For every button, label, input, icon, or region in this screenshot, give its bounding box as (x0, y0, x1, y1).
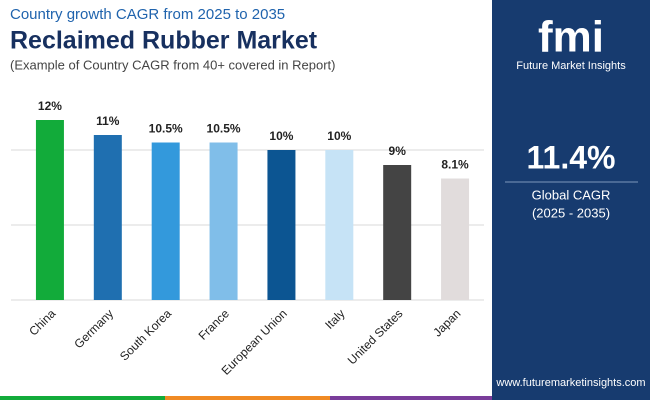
value-label: 10.5% (149, 122, 183, 136)
value-label: 10% (327, 129, 351, 143)
strip (492, 396, 650, 400)
stat-period: (2025 - 2035) (532, 205, 610, 220)
value-label: 11% (96, 114, 120, 128)
value-label: 8.1% (441, 158, 469, 172)
chart-title: Reclaimed Rubber Market (10, 27, 318, 55)
bar (325, 150, 354, 300)
value-label: 9% (389, 144, 407, 158)
brand: Future Market Insights (516, 60, 626, 72)
value-label: 10% (269, 129, 293, 143)
bar (441, 178, 470, 300)
value-label: 10.5% (207, 122, 241, 136)
bar (383, 165, 412, 300)
stat-caption: Global CAGR (532, 187, 611, 202)
sidebar (492, 0, 650, 400)
bar (151, 142, 180, 300)
strip (0, 396, 165, 400)
chart-subtitle: (Example of Country CAGR from 40+ covere… (10, 57, 336, 72)
stat: 11.4% (527, 139, 616, 175)
kicker: Country growth CAGR from 2025 to 2035 (10, 6, 285, 23)
value-label: 12% (38, 99, 62, 113)
logo: fmi (538, 13, 604, 62)
url: www.futuremarketinsights.com (495, 377, 645, 389)
bar (209, 142, 238, 300)
bar (35, 120, 64, 300)
bar (93, 135, 122, 300)
strip (330, 396, 492, 400)
strip (165, 396, 330, 400)
bar (267, 150, 296, 300)
